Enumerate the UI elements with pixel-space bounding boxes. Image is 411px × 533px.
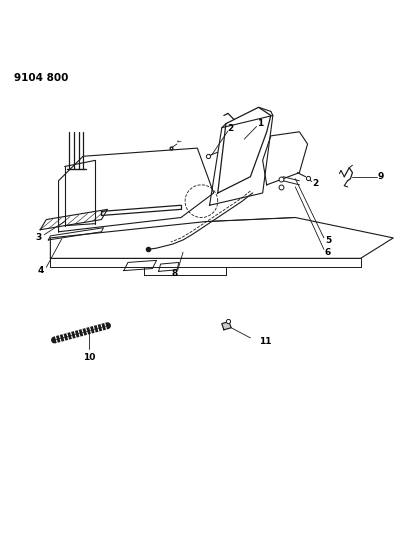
Text: 6: 6 [325, 248, 331, 257]
Text: ←: ← [177, 138, 182, 143]
Text: 10: 10 [83, 353, 95, 362]
Text: 2: 2 [312, 179, 318, 188]
Text: 4: 4 [38, 265, 44, 274]
Text: 9: 9 [378, 172, 384, 181]
Text: 2: 2 [228, 124, 234, 133]
Polygon shape [222, 321, 231, 330]
Text: 9104 800: 9104 800 [14, 72, 68, 83]
Text: 5: 5 [325, 236, 331, 245]
Text: 11: 11 [259, 337, 271, 346]
Text: 3: 3 [36, 232, 42, 241]
Text: 1: 1 [256, 119, 263, 128]
Text: 8: 8 [172, 269, 178, 278]
